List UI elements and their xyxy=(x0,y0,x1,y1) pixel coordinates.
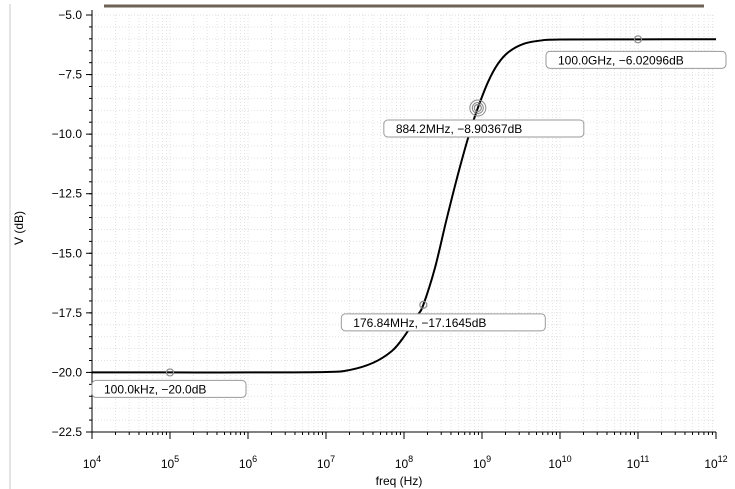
marker-label: 176.84MHz, −17.1645dB xyxy=(353,316,486,330)
marker-label: 100.0kHz, −20.0dB xyxy=(104,382,206,396)
marker: 176.84MHz, −17.1645dB xyxy=(340,300,546,332)
x-tick-label: 108 xyxy=(395,454,413,471)
x-axis-title: freq (Hz) xyxy=(376,474,423,488)
marker: 884.2MHz, −8.90367dB xyxy=(383,99,585,138)
y-tick-label: −7.5 xyxy=(58,68,82,82)
y-tick-label: −20.0 xyxy=(52,365,83,379)
grid xyxy=(91,14,716,433)
y-tick-label: −22.5 xyxy=(52,425,83,439)
marker-point xyxy=(633,35,643,44)
x-tick-label: 105 xyxy=(161,454,179,471)
marker-point xyxy=(473,103,482,113)
marker-label: 100.0GHz, −6.02096dB xyxy=(558,53,684,67)
x-tick-label: 106 xyxy=(239,454,257,471)
marker-point xyxy=(419,300,428,309)
marker-point xyxy=(165,368,175,377)
y-tick-label: −12.5 xyxy=(52,187,83,201)
series-line xyxy=(92,38,717,374)
x-tick-label: 1011 xyxy=(627,454,650,471)
markers: 100.0kHz, −20.0dB 176.84MHz, −17.1645dB 88… xyxy=(91,35,727,398)
marker: 100.0kHz, −20.0dB xyxy=(91,368,247,398)
x-tick-label: 1010 xyxy=(548,454,571,471)
marker-label: 884.2MHz, −8.90367dB xyxy=(396,122,522,136)
marker: 100.0GHz, −6.02096dB xyxy=(545,35,727,69)
x-tick-labels: 104 105 106 107 108 109 1010 1011 1012 xyxy=(83,454,728,471)
y-tick-label: −17.5 xyxy=(52,306,83,320)
x-tick-label: 109 xyxy=(473,454,491,471)
x-tick-label: 104 xyxy=(83,454,101,471)
y-tick-label: −5.0 xyxy=(58,8,82,22)
y-tick-label: −15.0 xyxy=(52,246,83,260)
marker-label-box xyxy=(545,50,727,69)
marker-ring-outer xyxy=(469,99,487,117)
axes xyxy=(86,10,717,439)
x-tick-label: 107 xyxy=(317,454,335,471)
x-tick-label: 1012 xyxy=(704,454,727,471)
y-tick-label: −10.0 xyxy=(52,127,83,141)
marker-label-box xyxy=(340,313,546,332)
y-tick-labels: −5.0 −7.5 −10.0 −12.5 −15.0 −17.5 −20.0 −22.5 xyxy=(52,8,83,439)
marker-label-box xyxy=(91,379,247,398)
marker-ring xyxy=(471,102,484,115)
marker-label-box xyxy=(383,119,585,138)
y-axis-title: V (dB) xyxy=(12,211,26,245)
